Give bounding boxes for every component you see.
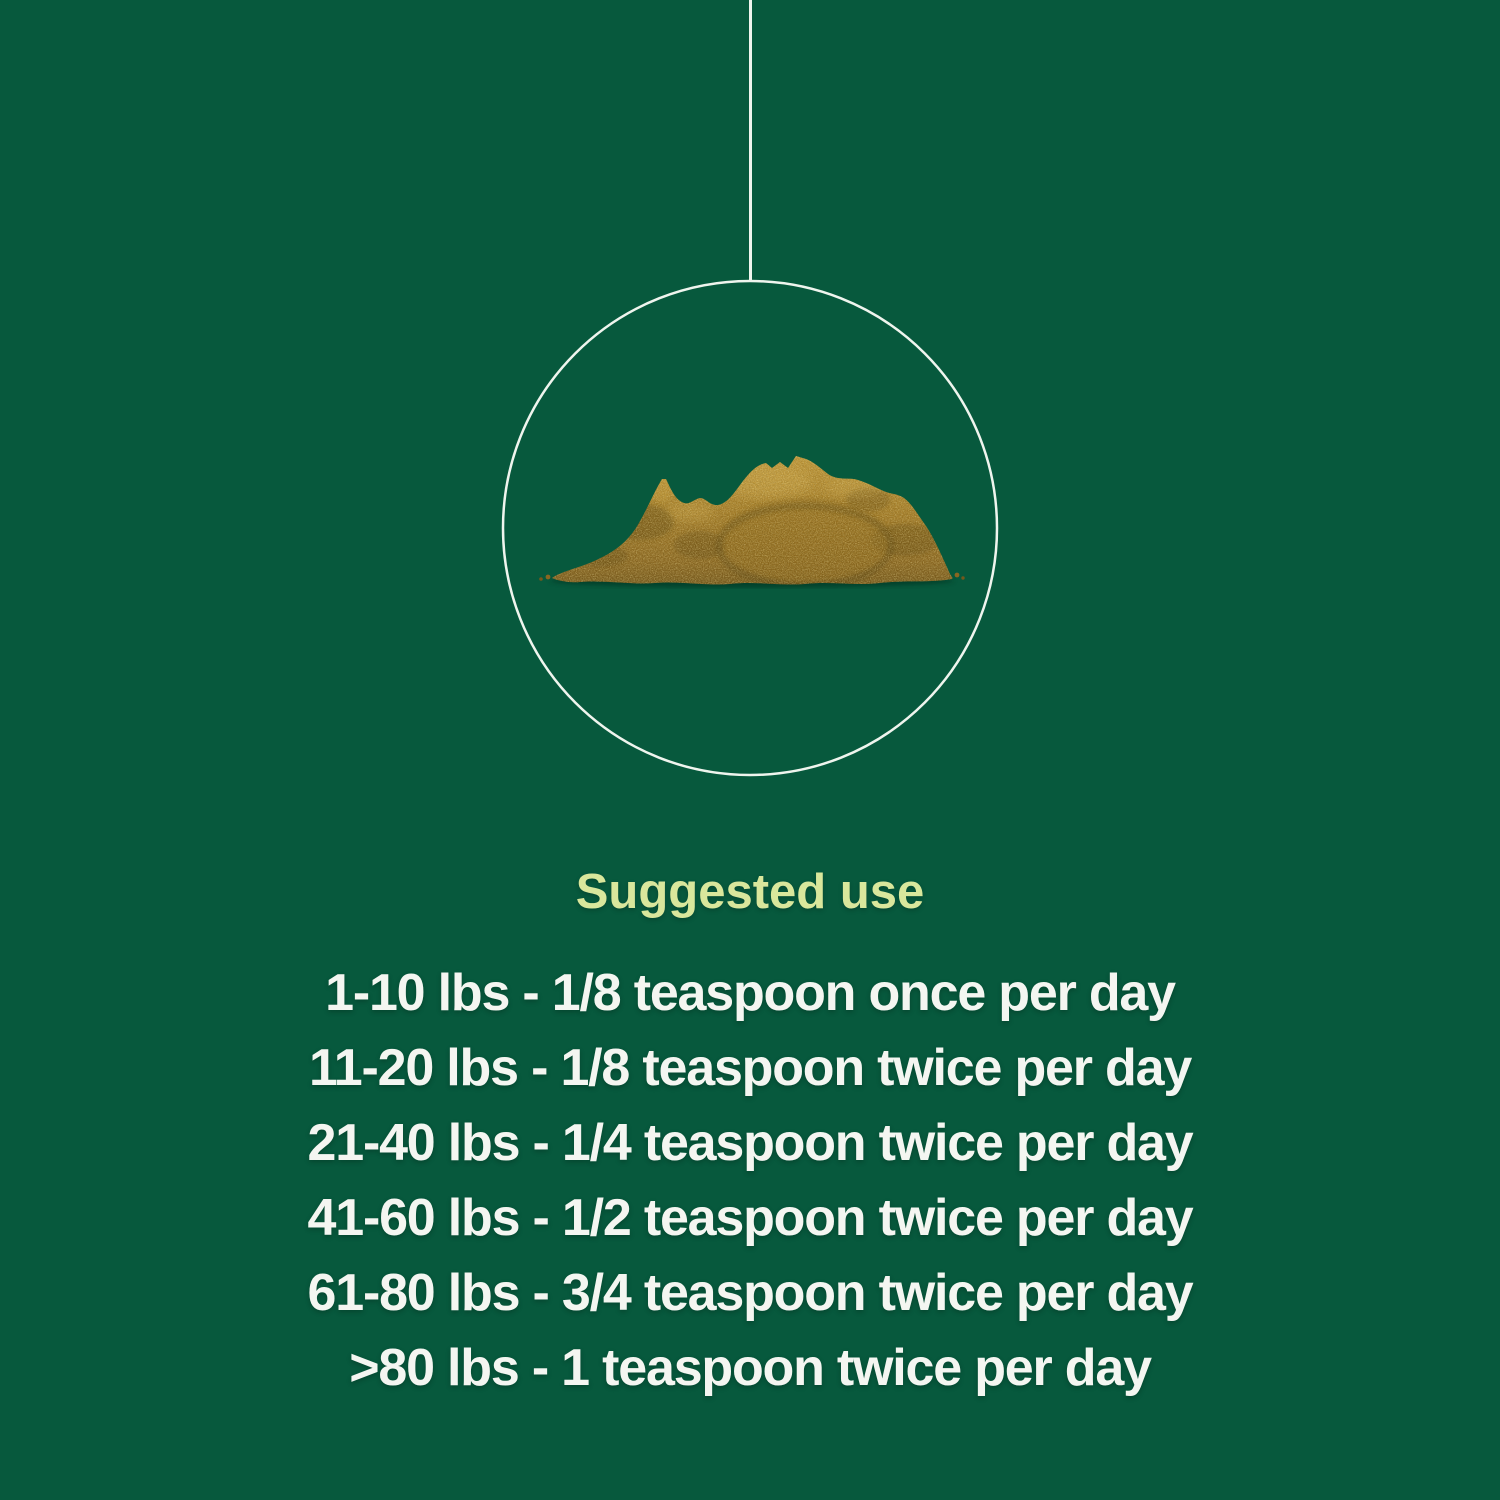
dosage-list: 1-10 lbs - 1/8 teaspoon once per day 11-… bbox=[0, 956, 1500, 1406]
dosage-line: 11-20 lbs - 1/8 teaspoon twice per day bbox=[308, 1039, 1192, 1097]
dosage-line: 1-10 lbs - 1/8 teaspoon once per day bbox=[325, 964, 1176, 1022]
dosage-line: >80 lbs - 1 teaspoon twice per day bbox=[349, 1339, 1152, 1397]
circle-outline-icon bbox=[501, 279, 999, 777]
powder-pile-image bbox=[539, 456, 965, 588]
dosage-line: 21-40 lbs - 1/4 teaspoon twice per day bbox=[307, 1114, 1194, 1172]
dosage-line: 61-80 lbs - 3/4 teaspoon twice per day bbox=[307, 1264, 1194, 1322]
dosage-line: 41-60 lbs - 1/2 teaspoon twice per day bbox=[307, 1189, 1194, 1247]
section-heading: Suggested use bbox=[575, 865, 925, 919]
